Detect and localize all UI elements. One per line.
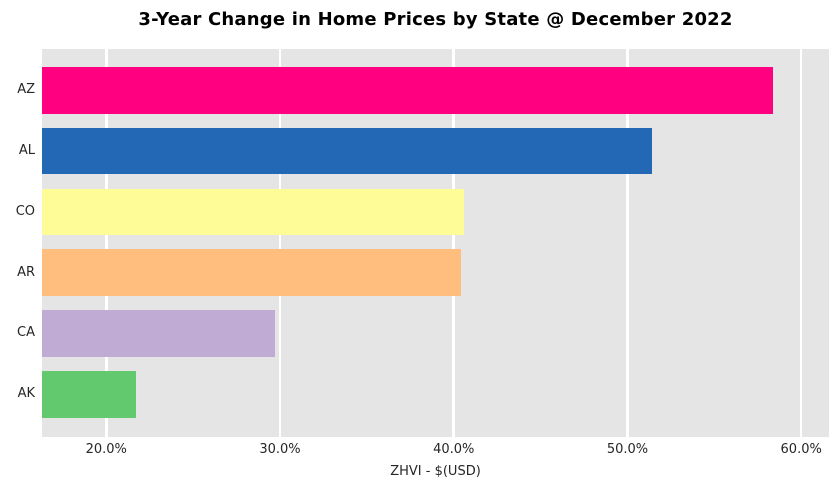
bar-al bbox=[42, 127, 652, 175]
gridline-x-20 bbox=[105, 49, 108, 437]
y-tick-label-co: CO bbox=[15, 203, 35, 219]
y-tick-label-al: AL bbox=[18, 143, 35, 159]
gridline-x-40 bbox=[452, 49, 455, 437]
x-tick-label: 30.0% bbox=[259, 442, 301, 457]
y-tick-label-az: AZ bbox=[17, 82, 35, 98]
x-tick-label: 40.0% bbox=[433, 442, 475, 457]
bar-ca bbox=[42, 310, 275, 357]
y-tick-label-ar: AR bbox=[17, 264, 35, 280]
y-tick-label-ca: CA bbox=[17, 325, 35, 341]
gridline-x-30 bbox=[278, 49, 282, 437]
y-tick-label-ak: AK bbox=[17, 386, 35, 402]
gridline-x-50 bbox=[626, 49, 629, 437]
x-tick-label: 20.0% bbox=[85, 442, 127, 457]
chart-title: 3-Year Change in Home Prices by State @ … bbox=[138, 9, 733, 30]
x-tick-label: 60.0% bbox=[780, 442, 822, 457]
bar-ar bbox=[42, 249, 461, 296]
bar-co bbox=[42, 188, 465, 236]
bar-az bbox=[42, 67, 774, 114]
plot-area bbox=[42, 49, 829, 437]
gridline-x-60 bbox=[799, 49, 803, 437]
x-tick-label: 50.0% bbox=[606, 442, 649, 457]
x-axis-label: ZHVI - $(USD) bbox=[390, 464, 481, 479]
bar-ak bbox=[42, 371, 136, 418]
